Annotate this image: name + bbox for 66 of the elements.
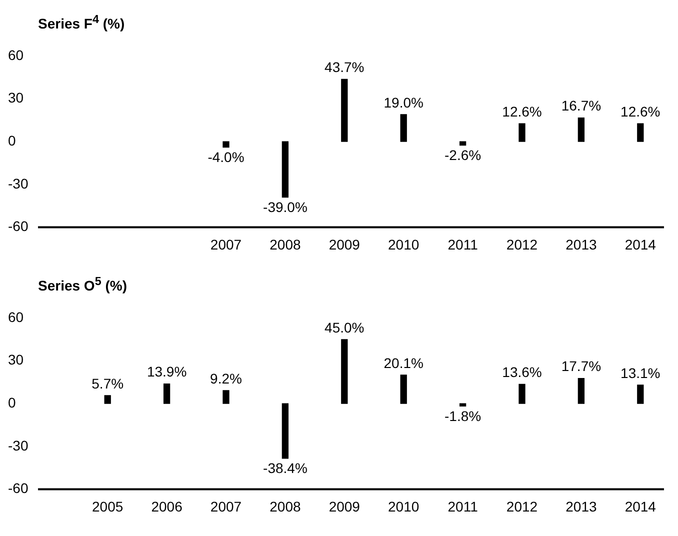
- bar: [282, 403, 289, 459]
- x-tick-label: 2012: [506, 236, 538, 252]
- data-label: 19.0%: [384, 94, 424, 110]
- data-label: 43.7%: [324, 59, 364, 76]
- y-tick-label: -30: [8, 175, 28, 192]
- data-label: 45.0%: [324, 319, 364, 336]
- bar: [637, 384, 644, 404]
- x-tick-label: 2008: [270, 236, 301, 252]
- y-tick-label: 0: [8, 132, 16, 148]
- y-tick-label: -30: [8, 437, 28, 454]
- x-tick-label: 2005: [92, 498, 124, 514]
- data-label: 20.1%: [384, 354, 424, 371]
- y-tick-label: 60: [8, 308, 24, 325]
- data-label: 9.2%: [210, 370, 242, 386]
- x-tick-label: 2011: [448, 236, 478, 252]
- data-label: 17.7%: [561, 358, 602, 374]
- y-tick-label: -60: [8, 480, 28, 496]
- data-label: 16.7%: [561, 98, 602, 114]
- x-tick-label: 2010: [388, 498, 420, 514]
- x-tick-label: 2013: [566, 498, 597, 514]
- x-tick-label: 2007: [210, 236, 242, 252]
- x-tick-label: 2012: [506, 498, 538, 514]
- data-label: 13.6%: [502, 364, 542, 380]
- bar: [400, 374, 407, 404]
- chart-title: Series O$^{5}$ (%): [37, 274, 128, 294]
- bar: [222, 390, 230, 404]
- x-tick-label: 2014: [624, 498, 656, 514]
- data-label: -2.6%: [444, 147, 482, 164]
- x-tick-label: 2011: [448, 498, 478, 514]
- bar: [459, 141, 466, 146]
- x-tick-label: 2007: [210, 498, 242, 514]
- bar: [104, 395, 111, 404]
- bar: [341, 339, 348, 404]
- bar: [578, 378, 585, 404]
- y-tick-label: 30: [8, 352, 24, 368]
- x-tick-label: 2010: [388, 236, 420, 252]
- bar: [518, 384, 526, 404]
- bar: [518, 123, 526, 142]
- bar: [637, 123, 644, 142]
- data-label: -38.4%: [263, 460, 308, 476]
- y-tick-label: 0: [8, 394, 16, 410]
- bar: [459, 403, 466, 406]
- bar: [222, 141, 230, 148]
- data-label: 5.7%: [92, 375, 124, 392]
- bar: [282, 141, 289, 198]
- bar: [341, 78, 348, 142]
- data-label: 12.6%: [620, 103, 660, 120]
- x-tick-label: 2008: [270, 498, 301, 514]
- x-tick-label: 2013: [566, 236, 597, 252]
- data-label: 13.1%: [620, 364, 660, 381]
- data-label: -4.0%: [208, 149, 244, 166]
- x-tick-label: 2009: [328, 236, 360, 252]
- data-label: -39.0%: [263, 199, 308, 216]
- data-label: 13.9%: [146, 364, 187, 380]
- data-label: 12.6%: [502, 103, 542, 120]
- bar: [163, 383, 170, 404]
- data-label: -1.8%: [444, 408, 482, 424]
- x-tick-label: 2009: [328, 498, 360, 514]
- x-tick-label: 2014: [624, 236, 656, 252]
- x-tick-label: 2006: [151, 498, 183, 514]
- bar: [400, 114, 407, 142]
- chart-title: Series F$^{4}$ (%): [37, 12, 126, 32]
- y-tick-label: 30: [8, 90, 24, 106]
- bar: [578, 117, 585, 142]
- y-tick-label: 60: [8, 46, 24, 63]
- y-tick-label: -60: [8, 218, 28, 234]
